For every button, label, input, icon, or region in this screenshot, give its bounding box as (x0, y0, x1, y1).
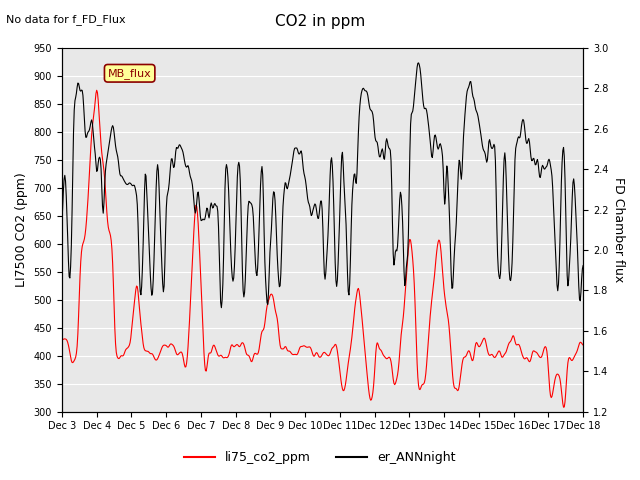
Y-axis label: FD Chamber flux: FD Chamber flux (612, 177, 625, 282)
Y-axis label: LI7500 CO2 (ppm): LI7500 CO2 (ppm) (15, 172, 28, 287)
Text: CO2 in ppm: CO2 in ppm (275, 14, 365, 29)
Text: No data for f_FD_Flux: No data for f_FD_Flux (6, 14, 126, 25)
Legend: li75_co2_ppm, er_ANNnight: li75_co2_ppm, er_ANNnight (179, 446, 461, 469)
Text: MB_flux: MB_flux (108, 68, 152, 79)
